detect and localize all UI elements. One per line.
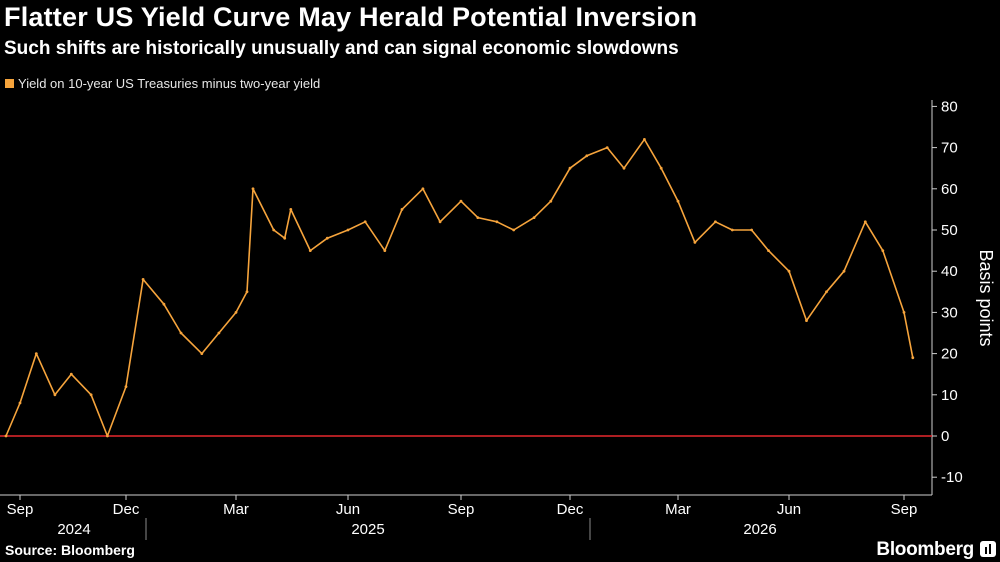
x-year-label: 2024	[57, 521, 90, 538]
data-point	[308, 249, 312, 253]
data-point	[106, 434, 109, 438]
data-point	[585, 154, 589, 158]
data-point	[622, 166, 626, 170]
x-tick-label: Jun	[777, 501, 801, 518]
data-point	[714, 220, 717, 224]
x-tick-label: Mar	[665, 501, 691, 518]
data-point	[842, 269, 846, 273]
data-point	[346, 228, 350, 232]
x-tick-label: Sep	[448, 501, 475, 518]
legend: Yield on 10-year US Treasuries minus two…	[5, 76, 320, 91]
y-tick-label: 60	[941, 181, 958, 198]
y-tick-label: 20	[941, 346, 958, 363]
y-tick-label: -10	[941, 469, 963, 486]
data-point	[643, 138, 646, 141]
data-point	[289, 208, 293, 211]
data-point	[730, 228, 734, 232]
x-year-label: 2026	[743, 521, 776, 538]
data-point	[825, 290, 828, 294]
data-point	[476, 216, 480, 220]
data-point	[18, 401, 22, 405]
x-tick-label: Sep	[891, 501, 918, 518]
y-axis-label: Basis points	[976, 249, 996, 346]
data-point	[217, 331, 221, 335]
y-tick-label: 80	[941, 98, 958, 115]
y-tick-label: 30	[941, 304, 958, 321]
bloomberg-logo: Bloomberg	[876, 539, 974, 560]
data-point	[767, 249, 770, 253]
data-point	[863, 220, 867, 224]
x-tick-label: Dec	[557, 501, 584, 518]
y-tick-label: 10	[941, 387, 958, 404]
data-point	[902, 311, 906, 314]
data-point	[532, 216, 536, 220]
x-tick-label: Sep	[7, 501, 34, 518]
x-tick-label: Dec	[113, 501, 140, 518]
data-point	[512, 228, 516, 232]
data-point	[363, 220, 367, 224]
data-point	[805, 319, 808, 322]
data-point	[162, 302, 166, 306]
data-point	[676, 199, 680, 203]
data-point	[421, 187, 425, 191]
x-year-label: 2025	[351, 521, 384, 538]
data-point	[34, 352, 38, 355]
data-point	[234, 311, 238, 314]
data-point	[750, 228, 753, 232]
chart-title: Flatter US Yield Curve May Herald Potent…	[4, 2, 698, 32]
data-point	[89, 393, 93, 397]
bloomberg-chart-icon	[980, 541, 996, 557]
data-point	[245, 290, 249, 294]
data-point	[659, 166, 663, 170]
data-point	[911, 356, 915, 360]
data-point	[383, 249, 387, 253]
data-point	[325, 236, 329, 240]
chart-subtitle: Such shifts are historically unusually a…	[4, 38, 679, 59]
data-point	[124, 385, 128, 388]
data-point	[4, 434, 8, 438]
legend-label: Yield on 10-year US Treasuries minus two…	[18, 76, 321, 91]
data-point	[251, 187, 255, 191]
data-point	[787, 269, 791, 273]
series-line-yield-spread	[5, 138, 914, 437]
data-point	[438, 220, 442, 224]
data-point	[179, 331, 183, 335]
data-point	[605, 146, 609, 150]
x-tick-label: Jun	[336, 501, 360, 518]
y-tick-label: 40	[941, 263, 958, 280]
data-point	[693, 241, 697, 244]
data-point	[272, 228, 276, 232]
y-tick-label: 50	[941, 222, 958, 239]
data-point	[568, 166, 572, 170]
data-point	[200, 352, 204, 355]
data-point	[141, 278, 145, 281]
legend-swatch	[5, 79, 14, 88]
x-tick-label: Mar	[223, 501, 249, 518]
data-point	[53, 393, 57, 397]
y-tick-label: 0	[941, 428, 949, 445]
source-note: Source: Bloomberg	[5, 542, 135, 558]
data-point	[69, 372, 73, 376]
data-point	[283, 236, 287, 240]
data-point	[400, 208, 404, 211]
data-point	[495, 220, 499, 224]
data-point	[549, 199, 553, 203]
data-point	[881, 249, 885, 253]
data-point	[459, 199, 463, 203]
y-tick-label: 70	[941, 140, 958, 157]
